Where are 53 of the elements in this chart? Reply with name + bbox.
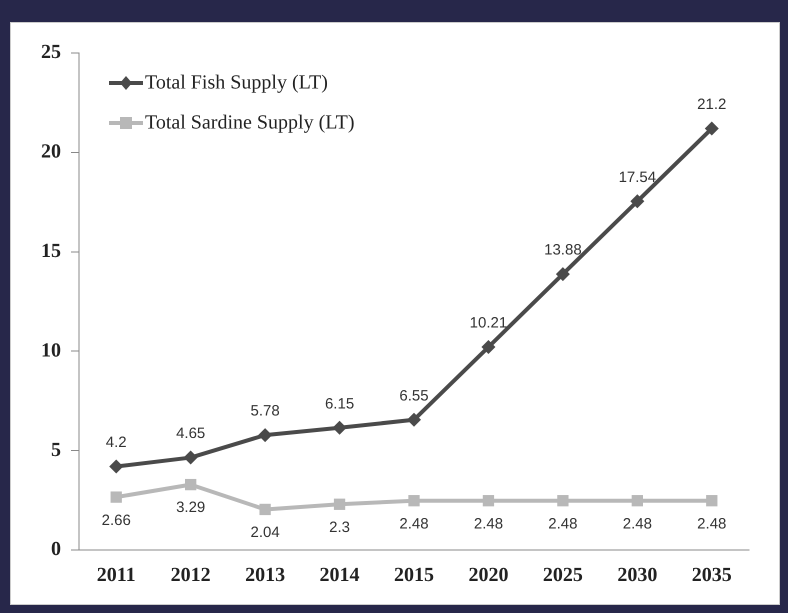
data-label: 21.2 [697, 96, 726, 114]
x-tick-label: 2012 [170, 564, 211, 586]
point [481, 340, 496, 354]
x-tick-label: 2011 [96, 564, 136, 586]
point [109, 460, 124, 474]
data-label: 2.48 [548, 515, 578, 532]
data-label: 4.65 [176, 425, 206, 442]
x-tick-label: 2035 [692, 564, 732, 586]
x-tick-label: 2013 [245, 564, 286, 586]
x-tick-label: 2025 [542, 564, 583, 586]
point [259, 504, 271, 516]
point [334, 498, 346, 510]
y-tick-label: 10 [41, 339, 61, 362]
x-tick-label: 2030 [617, 564, 658, 586]
data-label: 5.78 [250, 402, 280, 420]
point [557, 495, 569, 506]
data-label: 3.29 [176, 499, 206, 516]
y-tick-label: 15 [41, 240, 61, 262]
x-tick-label: 2014 [320, 564, 360, 586]
data-label: 2.48 [622, 515, 652, 532]
point [704, 122, 719, 136]
y-tick-label: 25 [41, 41, 61, 64]
legend-label: Total Sardine Supply (LT) [145, 111, 355, 134]
data-label: 2.66 [102, 512, 131, 529]
point [184, 450, 198, 465]
data-label: 17.54 [618, 168, 656, 186]
point [110, 491, 122, 503]
data-label: 2.48 [399, 515, 429, 532]
y-tick-label: 0 [51, 538, 61, 560]
data-label: 2.3 [329, 518, 350, 536]
point [185, 478, 196, 490]
data-label: 13.88 [544, 242, 582, 259]
point [706, 495, 718, 506]
point [408, 495, 420, 506]
data-label: 10.21 [470, 314, 508, 332]
point [407, 412, 421, 427]
point [556, 267, 570, 282]
data-label: 4.2 [106, 434, 127, 452]
x-tick-label: 2020 [468, 564, 508, 586]
point [630, 194, 644, 208]
legend-label: Total Fish Supply (LT) [145, 71, 328, 94]
point [258, 428, 272, 442]
data-label: 2.48 [697, 515, 726, 532]
y-tick-label: 5 [51, 438, 61, 461]
data-label: 2.04 [250, 524, 280, 542]
x-tick-label: 2015 [394, 564, 434, 586]
data-label: 6.55 [399, 387, 429, 404]
point [632, 495, 643, 506]
data-label: 6.15 [324, 395, 354, 412]
y-tick-label: 20 [41, 140, 61, 163]
point [482, 495, 494, 506]
point [332, 420, 347, 435]
data-label: 2.48 [474, 515, 504, 532]
